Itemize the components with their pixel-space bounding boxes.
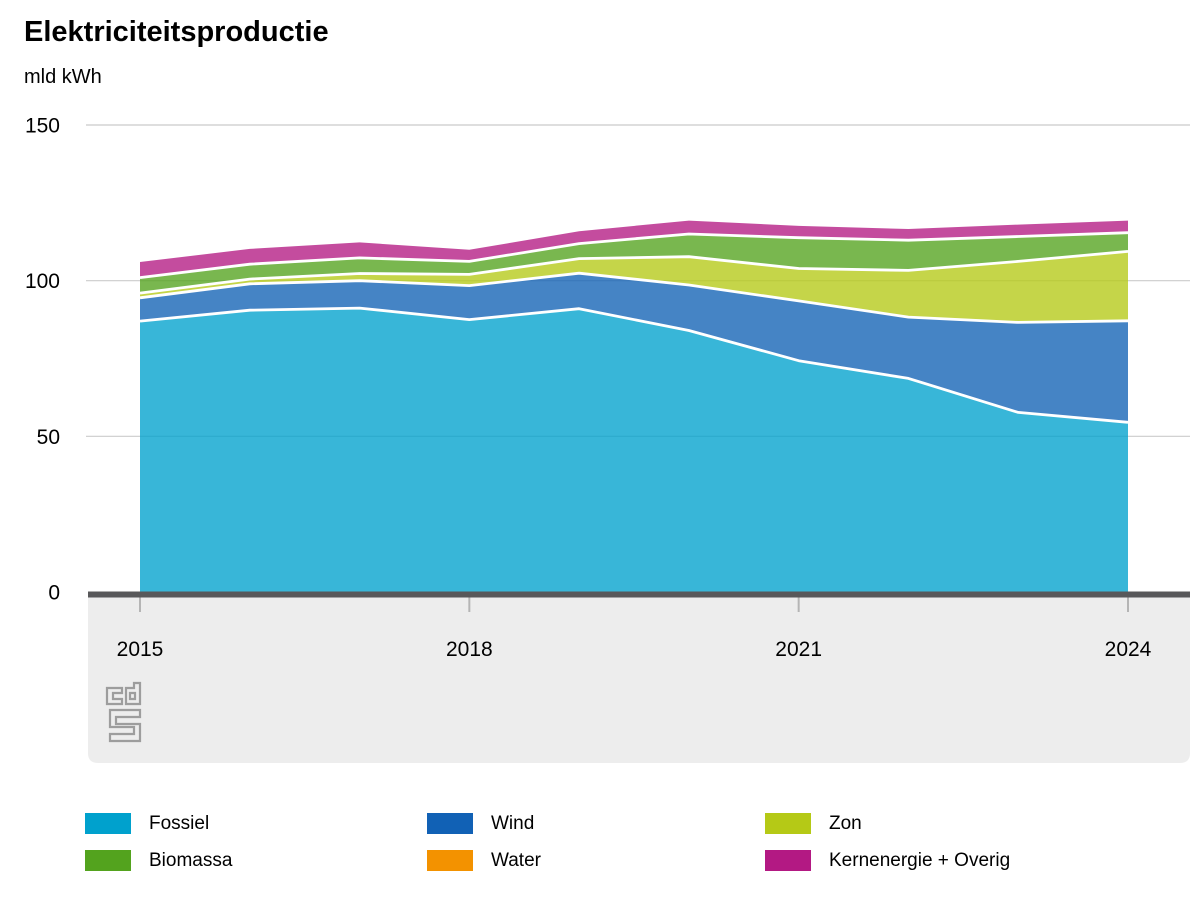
legend-swatch [427, 813, 473, 834]
y-tick-label-50: 50 [37, 426, 60, 449]
cbs-logo-stroke [105, 686, 124, 706]
legend-label: Zon [829, 812, 862, 834]
legend-item-kernenergie-overig: Kernenergie + Overig [765, 850, 1010, 871]
cbs-logo-stroke [108, 708, 142, 743]
area-band-zon [140, 251, 1128, 323]
cbs-logo [105, 681, 142, 743]
band-border [139, 306, 1129, 424]
legend-swatch [427, 850, 473, 871]
legend-item-water: Water [427, 850, 765, 871]
band-border [139, 250, 1129, 295]
legend-item-biomassa: Biomassa [85, 850, 427, 871]
legend-swatch [765, 850, 811, 871]
x-axis-line [88, 591, 1190, 598]
y-tick-label-0: 0 [48, 582, 60, 605]
legend-item-fossiel: Fossiel [85, 813, 427, 834]
legend-label: Kernenergie + Overig [829, 849, 1011, 871]
cbs-logo-stroke [128, 691, 137, 701]
legend-label: Wind [491, 812, 535, 834]
legend-swatch [85, 850, 131, 871]
chart-title: Elektriciteitsproductie [24, 16, 329, 48]
legend-item-wind: Wind [427, 813, 765, 834]
legend-item-zon: Zon [765, 813, 1010, 834]
x-tick-label-2018: 2018 [446, 638, 493, 661]
chart-subtitle: mld kWh [24, 66, 102, 88]
x-tick-label-2015: 2015 [117, 638, 164, 661]
legend-swatch [85, 813, 131, 834]
legend-swatch [765, 813, 811, 834]
x-axis-band [88, 597, 1190, 763]
area-band-fossiel [140, 308, 1128, 592]
legend-label: Water [491, 849, 541, 871]
band-border [139, 231, 1129, 279]
legend-label: Biomassa [149, 849, 233, 871]
area-band-kernenergie-overig [140, 220, 1128, 278]
band-border [139, 271, 1129, 324]
x-tick-label-2021: 2021 [775, 638, 822, 661]
legend-label: Fossiel [149, 812, 210, 834]
y-tick-label-150: 150 [25, 115, 60, 138]
chart-legend: Fossiel Wind Zon Biomassa Water Kernenergie +… [85, 813, 1010, 871]
x-tick-label-2024: 2024 [1105, 638, 1152, 661]
y-tick-label-100: 100 [25, 270, 60, 293]
stacked-area-chart: 2015 2018 2021 2024 150 100 50 0 [25, 115, 1190, 763]
area-band-biomassa [140, 232, 1128, 294]
cbs-logo-stroke [124, 681, 142, 706]
